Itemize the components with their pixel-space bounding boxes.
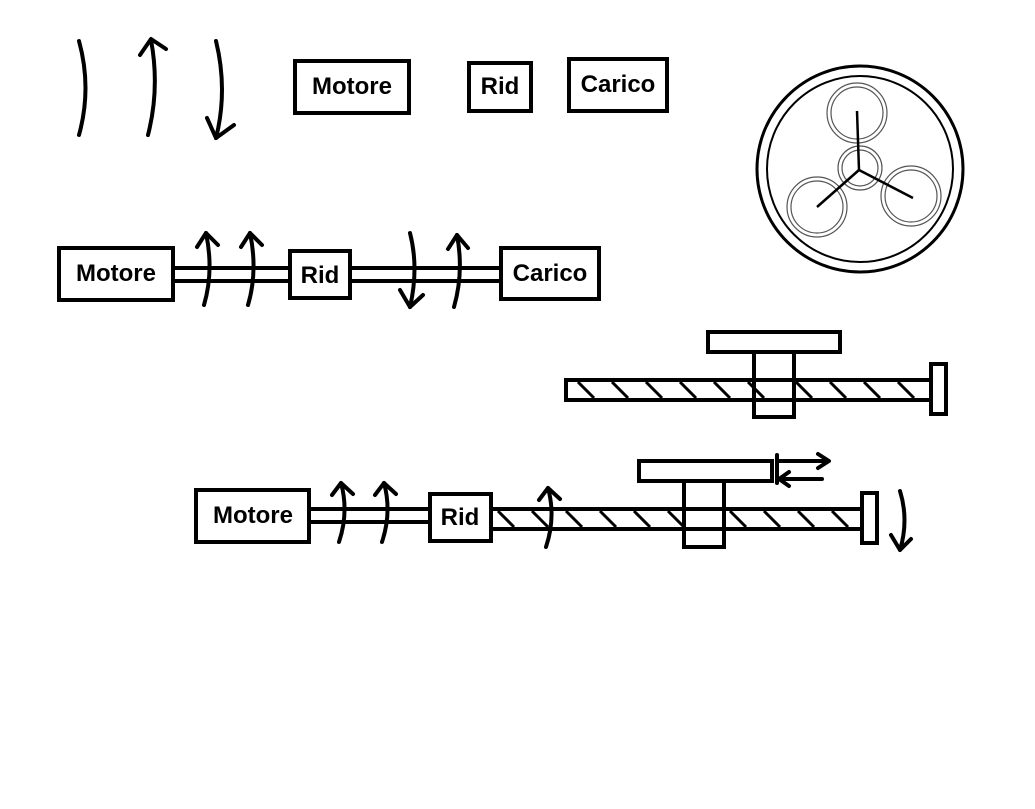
lead-screw-icon [564, 330, 948, 419]
load-label: Carico [513, 260, 588, 287]
rotation-arrow-down-icon [398, 231, 425, 309]
rotation-arrow-up-icon [446, 233, 470, 309]
rotation-arrow-down-icon [889, 489, 913, 552]
planetary-gear-icon [755, 64, 965, 274]
linear-motion-arrow-icon [775, 452, 831, 488]
ring-gear-outer [755, 64, 965, 274]
shaft-motor-to-reducer-2 [309, 507, 430, 524]
reducer-label: Rid [301, 262, 340, 289]
screw-end-bearing [929, 362, 948, 416]
legend-motor-label: Motore [312, 73, 392, 100]
legend-blocks: Motore Rid Carico [293, 57, 669, 115]
shaft-reducer-to-load [350, 266, 501, 283]
screw-thread-hatching-2 [496, 509, 850, 529]
motor-block-2: Motore [194, 488, 311, 544]
rotation-arrow-up-icon [537, 486, 562, 549]
ring-gear-inner [766, 75, 954, 263]
legend-rotation-symbols [77, 37, 236, 140]
carriage-table [706, 330, 842, 354]
lead-screw-2 [489, 459, 879, 549]
load-block: Carico [499, 246, 601, 301]
reducer-block: Rid [288, 249, 352, 300]
motor-label-2: Motore [213, 502, 293, 529]
rotation-arrow-up-icon [330, 481, 355, 544]
rotation-arrow-up-icon [138, 37, 168, 137]
reducer-label-2: Rid [441, 504, 480, 531]
legend-load-block: Carico [567, 57, 669, 113]
rotation-arrow-up-icon [239, 231, 264, 307]
rotation-arrow-up-icon [373, 481, 398, 544]
plain-curve-icon [77, 39, 88, 137]
rotation-arrow-up-icon [195, 231, 220, 307]
chain-motor-reducer-load: Motore Rid Carico [57, 231, 601, 309]
screw-end-bearing-2 [860, 491, 879, 545]
legend-motor-block: Motore [293, 59, 411, 115]
rotation-arrow-down-icon [205, 39, 236, 140]
planet-carrier [816, 110, 914, 208]
legend-load-label: Carico [581, 71, 656, 98]
carriage-table-2 [637, 459, 774, 483]
chain-motor-reducer-screw: Motore Rid [194, 452, 913, 552]
shaft-motor-to-reducer [173, 266, 290, 283]
motor-label: Motore [76, 260, 156, 287]
reducer-block-2: Rid [428, 492, 493, 543]
legend-reducer-label: Rid [481, 73, 520, 100]
motor-block: Motore [57, 246, 175, 302]
legend-reducer-block: Rid [467, 61, 533, 113]
